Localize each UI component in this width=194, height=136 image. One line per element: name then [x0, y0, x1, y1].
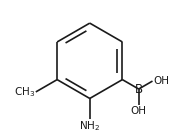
Text: CH$_3$: CH$_3$ [14, 85, 35, 99]
Text: OH: OH [153, 76, 169, 86]
Text: NH$_2$: NH$_2$ [79, 119, 100, 133]
Text: B: B [135, 83, 143, 95]
Text: OH: OH [131, 106, 147, 116]
